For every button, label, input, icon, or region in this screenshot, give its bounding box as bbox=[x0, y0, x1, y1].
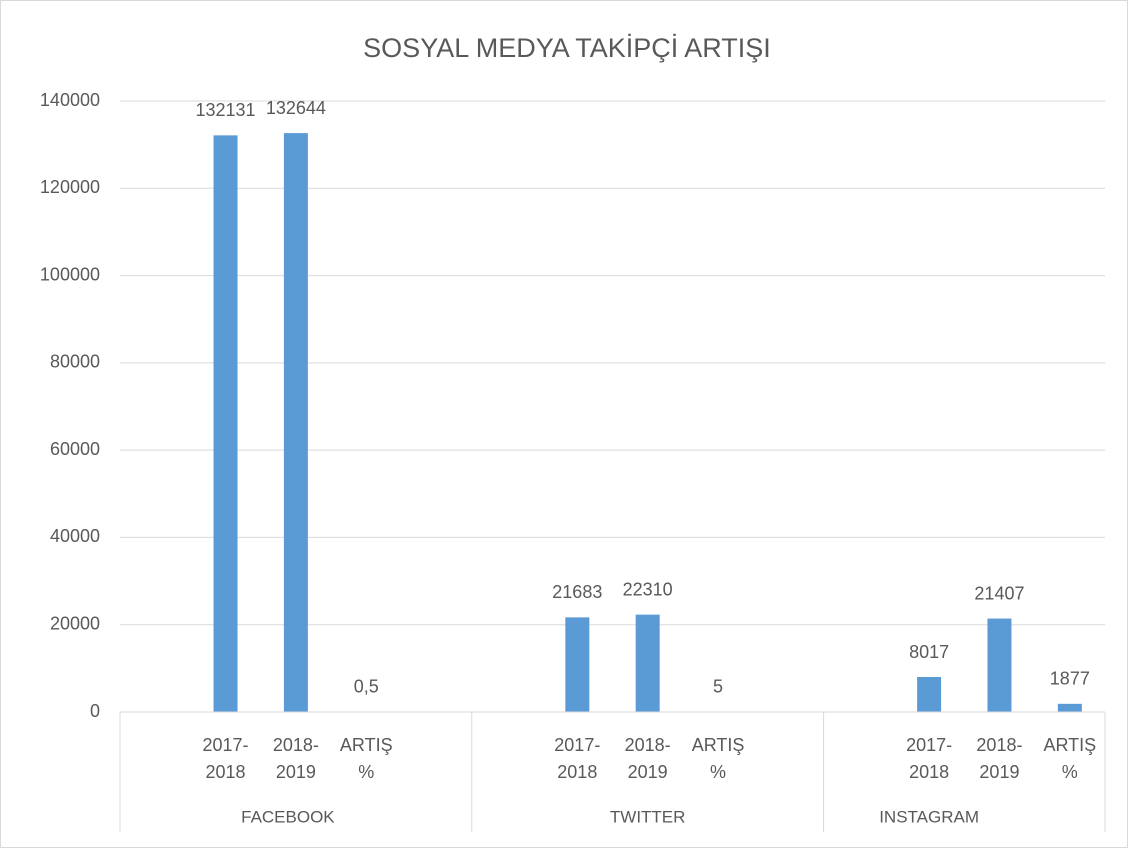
data-label: 21683 bbox=[552, 582, 602, 602]
y-tick-label: 20000 bbox=[50, 613, 100, 633]
data-label: 0,5 bbox=[354, 677, 379, 697]
x-tick-label: 2018-2019 bbox=[976, 735, 1023, 782]
y-tick-label: 80000 bbox=[50, 352, 100, 372]
bar bbox=[283, 133, 308, 712]
y-tick-label: 0 bbox=[90, 701, 100, 721]
data-label: 132644 bbox=[266, 98, 326, 118]
data-label: 21407 bbox=[974, 583, 1024, 603]
data-label: 8017 bbox=[909, 642, 949, 662]
x-tick-label: ARTIŞ % bbox=[339, 735, 393, 782]
chart-title: SOSYAL MEDYA TAKİPÇİ ARTIŞI bbox=[363, 32, 771, 63]
x-tick-label: 2017-2018 bbox=[906, 735, 953, 782]
x-tick-label: 2018-2019 bbox=[272, 735, 319, 782]
x-tick-label: 2018-2019 bbox=[624, 735, 671, 782]
bar bbox=[565, 617, 590, 712]
bar bbox=[213, 135, 238, 713]
data-label: 22310 bbox=[623, 579, 673, 599]
x-tick-label: 2017-2018 bbox=[202, 735, 249, 782]
x-tick-label: 2017-2018 bbox=[554, 735, 601, 782]
bar bbox=[1057, 703, 1082, 712]
y-tick-label: 40000 bbox=[50, 526, 100, 546]
bar bbox=[635, 614, 660, 712]
bar bbox=[917, 677, 942, 712]
bar bbox=[987, 618, 1012, 712]
data-label: 5 bbox=[713, 677, 723, 697]
y-tick-label: 60000 bbox=[50, 439, 100, 459]
x-tick-label: ARTIŞ % bbox=[691, 735, 745, 782]
y-tick-label: 120000 bbox=[40, 177, 100, 197]
data-label: 132131 bbox=[195, 100, 255, 120]
data-label: 1877 bbox=[1050, 669, 1090, 689]
group-label: INSTAGRAM bbox=[879, 807, 979, 826]
group-label: TWITTER bbox=[610, 807, 686, 826]
group-label: FACEBOOK bbox=[241, 807, 335, 826]
y-tick-label: 140000 bbox=[40, 90, 100, 110]
y-tick-label: 100000 bbox=[40, 264, 100, 284]
x-tick-label: ARTIŞ % bbox=[1043, 735, 1097, 782]
